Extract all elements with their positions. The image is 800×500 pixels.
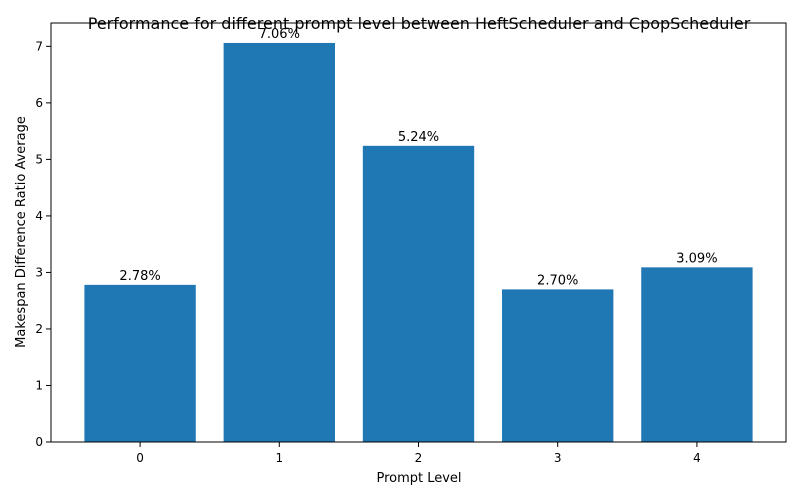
y-tick-label: 5 xyxy=(35,152,43,166)
x-tick-label: 1 xyxy=(275,451,283,465)
bar-0 xyxy=(84,284,196,442)
y-tick-label: 2 xyxy=(35,322,43,336)
data-label-4: 3.09% xyxy=(676,251,717,266)
data-label-1: 7.06% xyxy=(259,27,300,42)
plot-frame xyxy=(50,22,787,443)
data-label-0: 2.78% xyxy=(119,269,160,284)
bars-group xyxy=(84,42,753,443)
bar-1 xyxy=(223,42,335,442)
y-axis-ticks: 0 1 2 3 4 5 6 7 xyxy=(35,39,51,449)
y-tick-label: 3 xyxy=(35,265,43,279)
y-tick-label: 4 xyxy=(35,209,43,223)
y-tick-label: 6 xyxy=(35,96,43,110)
y-tick-label: 7 xyxy=(35,39,43,53)
x-tick-label: 2 xyxy=(415,451,423,465)
x-tick-label: 0 xyxy=(136,451,144,465)
x-tick-label: 4 xyxy=(693,451,701,465)
y-axis-label: Makespan Difference Ratio Average xyxy=(14,116,29,348)
bar-4 xyxy=(641,267,753,442)
x-tick-label: 3 xyxy=(554,451,562,465)
data-labels-group: 2.78% 7.06% 5.24% 2.70% 3.09% xyxy=(119,27,717,288)
data-label-3: 2.70% xyxy=(537,273,578,288)
y-tick-label: 1 xyxy=(35,378,43,392)
x-axis-label: Prompt Level xyxy=(376,471,461,486)
x-axis-ticks: 0 1 2 3 4 xyxy=(136,442,701,465)
bar-2 xyxy=(362,145,475,443)
y-tick-label: 0 xyxy=(35,435,43,449)
data-label-2: 5.24% xyxy=(398,130,439,145)
bar-3 xyxy=(502,289,614,442)
